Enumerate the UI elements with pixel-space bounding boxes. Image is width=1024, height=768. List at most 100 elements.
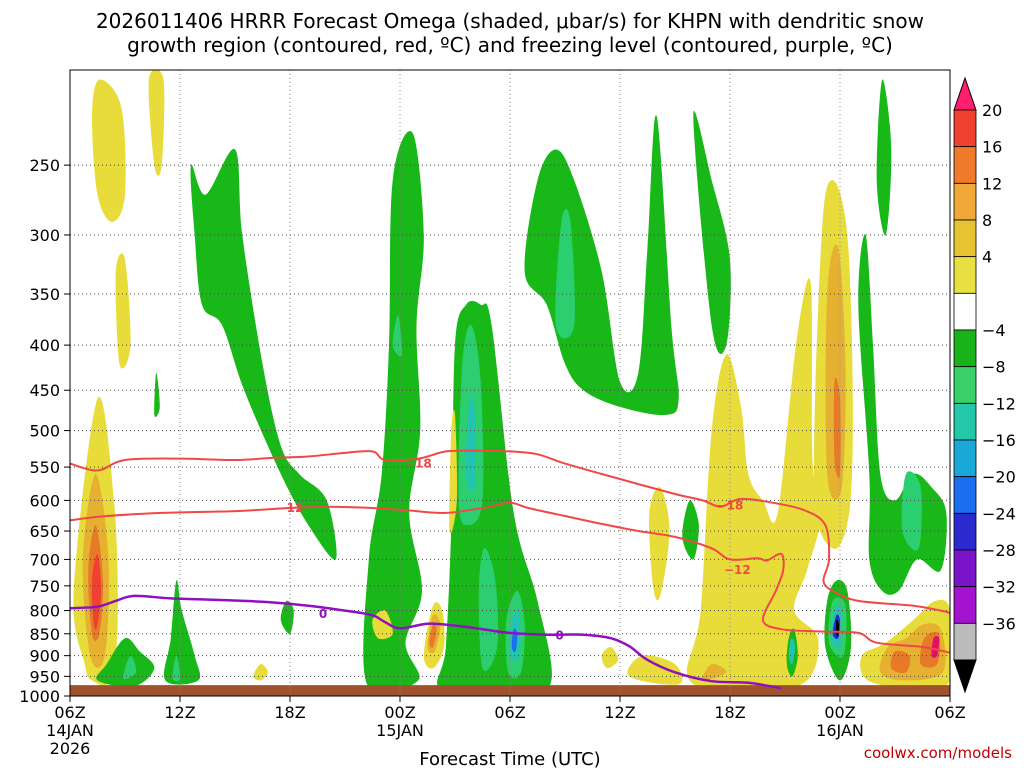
x-tick-label: 12Z (604, 703, 635, 722)
omega-region-pos3 (429, 623, 437, 648)
y-tick-label: 350 (29, 285, 60, 304)
colorbar-label: −8 (982, 358, 1006, 377)
omega-region-pos1 (115, 253, 131, 369)
omega-region-neg1 (154, 372, 160, 418)
omega-region-neg1 (363, 131, 424, 694)
colorbar-label: 12 (982, 174, 1002, 193)
omega-region-neg1 (876, 79, 892, 236)
y-tick-label: 650 (29, 522, 60, 541)
y-tick-label: 250 (29, 156, 60, 175)
omega-region-neg1 (163, 580, 201, 685)
colorbar-band (953, 476, 977, 514)
colorbar-band (953, 512, 977, 551)
colorbar-label: 16 (982, 138, 1002, 157)
colorbar-band (953, 549, 977, 588)
y-tick-label: 1000 (19, 687, 60, 706)
omega-region-neg1 (693, 110, 731, 355)
y-tick-label: 750 (29, 577, 60, 596)
x-tick-label: 18Z (714, 703, 745, 722)
x-tick-date: 15JAN (376, 721, 424, 740)
omega-shading (73, 70, 950, 694)
title-line-1: 2026011406 HRRR Forecast Omega (shaded, … (96, 9, 924, 33)
freezing-level-label: 0 (555, 629, 563, 643)
colorbar-band (953, 439, 977, 478)
colorbar-band (953, 146, 977, 184)
colorbar-legend: 20 16 12 8 4 −4 −8 −12 −16 −20 −24 −28 −32 −36 (953, 76, 1016, 694)
colorbar-bottom-arrow (953, 659, 977, 694)
y-tick-label: 900 (29, 647, 60, 666)
omega-region-pos1 (91, 79, 126, 222)
omega-region-neg2 (172, 655, 181, 682)
x-tick-label: 06Z (934, 703, 965, 722)
y-tick-label: 850 (29, 625, 60, 644)
dgz-contour-label: −12 (277, 501, 304, 515)
colorbar-label: −36 (982, 614, 1016, 633)
colorbar-band (953, 219, 977, 258)
y-tick-label: 950 (29, 667, 60, 686)
colorbar-band (953, 622, 977, 661)
y-axis: 250 300 350 400 450 500 550 600 650 700 750 800 850 9… (19, 156, 70, 706)
dgz-contour-label: −12 (724, 563, 751, 577)
x-axis-label: Forecast Time (UTC) (419, 749, 600, 768)
colorbar-label: −16 (982, 431, 1016, 450)
colorbar-label: 8 (982, 211, 992, 230)
x-tick-label: 12Z (164, 703, 195, 722)
omega-region-neg1 (682, 500, 699, 560)
colorbar-label: −4 (982, 321, 1006, 340)
y-tick-label: 300 (29, 226, 60, 245)
y-tick-label: 500 (29, 422, 60, 441)
colorbar-band (953, 109, 977, 148)
colorbar-label: 20 (982, 101, 1002, 120)
colorbar-band (953, 366, 977, 404)
chart-title: 2026011406 HRRR Forecast Omega (shaded, … (96, 9, 924, 57)
y-tick-label: 700 (29, 550, 60, 569)
omega-region-neg1 (858, 234, 947, 595)
omega-region-neg1 (280, 600, 294, 634)
colorbar-label: −20 (982, 468, 1016, 487)
omega-region-pos2 (702, 663, 727, 681)
title-line-2: growth region (contoured, red, ºC) and f… (127, 33, 893, 57)
y-tick-label: 600 (29, 491, 60, 510)
omega-region-pos3 (833, 377, 841, 479)
omega-region-neg2 (478, 548, 499, 672)
x-tick-year: 2026 (50, 739, 91, 758)
y-tick-label: 800 (29, 602, 60, 621)
colorbar-top-arrow (953, 76, 977, 111)
omega-region-neg1 (524, 115, 679, 416)
omega-region-pos1 (601, 646, 619, 669)
omega-region-neg2 (392, 315, 402, 357)
dgz-contour-label: −18 (405, 457, 432, 471)
y-tick-label: 550 (29, 458, 60, 477)
omega-region-pos3 (890, 650, 911, 674)
colorbar-band (953, 402, 977, 441)
x-tick-date: 14JAN (46, 721, 94, 740)
x-tick-label: 18Z (274, 703, 305, 722)
x-tick-label: 06Z (54, 703, 85, 722)
x-tick-label: 00Z (384, 703, 415, 722)
colorbar-label: −32 (982, 578, 1016, 597)
x-tick-label: 06Z (494, 703, 525, 722)
colorbar-band (953, 292, 977, 331)
colorbar-label: 4 (982, 248, 992, 267)
freezing-level-label: 0 (319, 607, 327, 621)
freezing-level-line (70, 594, 782, 690)
colorbar-label: −12 (982, 394, 1016, 413)
colorbar-label: −24 (982, 504, 1016, 523)
x-tick-date: 16JAN (816, 721, 864, 740)
colorbar-band (953, 182, 977, 221)
omega-region-neg3 (465, 394, 477, 492)
omega-region-neg1 (190, 148, 337, 560)
omega-region-pos1 (649, 486, 670, 601)
credit-text: coolwx.com/models (864, 744, 1012, 762)
colorbar-band (953, 586, 977, 624)
dgz-contour-line (70, 449, 950, 614)
omega-region-pos5 (931, 636, 940, 658)
x-tick-label: 00Z (824, 703, 855, 722)
omega-region-pos1 (148, 70, 165, 176)
omega-region-pos1 (686, 278, 822, 693)
colorbar-label: −28 (982, 541, 1016, 560)
y-tick-label: 400 (29, 336, 60, 355)
omega-region-neg1 (96, 637, 155, 687)
